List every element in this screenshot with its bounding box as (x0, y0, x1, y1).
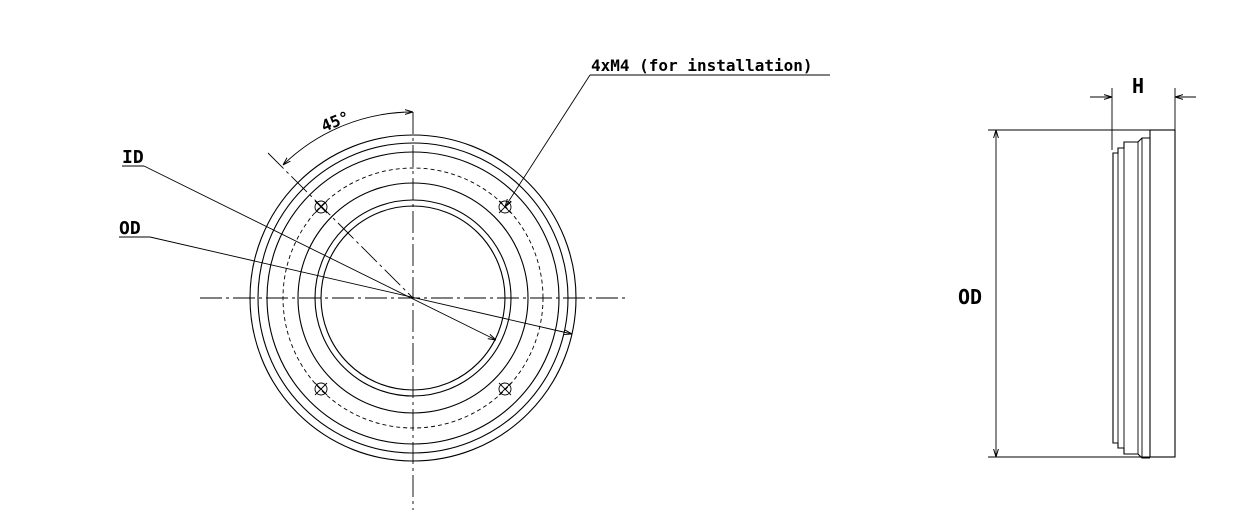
mounting-hole (498, 382, 512, 396)
mounting-hole (314, 200, 328, 214)
ring-circle (297, 182, 529, 414)
bolt-circle (282, 167, 544, 429)
od-label: OD (119, 218, 141, 239)
side-od-label: OD (958, 285, 982, 309)
id-label: ID (122, 147, 144, 168)
hole-leader-line (505, 74, 591, 207)
side-view: OD H (958, 74, 1196, 459)
hole-callout: 4xM4 (for installation) (591, 56, 813, 75)
thread-profile (1112, 137, 1150, 459)
front-view: 45° 4xM4 (for installation) ID OD (119, 56, 830, 510)
flange-body (1149, 129, 1176, 458)
angle-dimension-arc (283, 112, 413, 165)
id-leader-line (143, 165, 496, 340)
bore-outer-circle (314, 199, 512, 397)
od-leader-line (149, 236, 572, 334)
height-label: H (1132, 74, 1144, 98)
angle-label: 45° (318, 107, 352, 135)
mounting-hole (314, 382, 328, 396)
bore-inner-circle (320, 205, 506, 391)
diagonal-center-line (267, 152, 414, 299)
